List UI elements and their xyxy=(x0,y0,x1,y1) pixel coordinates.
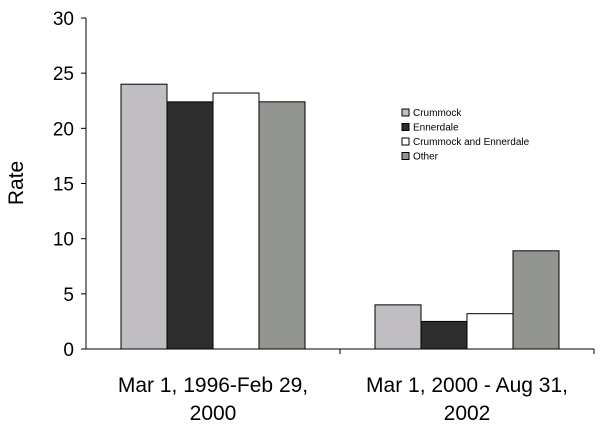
bar-other xyxy=(258,101,306,350)
bar-crummock xyxy=(374,304,422,350)
y-tick-label: 20 xyxy=(53,119,74,140)
legend-swatch xyxy=(401,108,410,117)
y-tick-label: 15 xyxy=(53,175,74,196)
bar-crummock-and-ennerdale xyxy=(466,313,514,350)
legend-label: Crummock and Ennerdale xyxy=(413,137,530,148)
x-category-label: Mar 1, 2000 - Aug 31, xyxy=(366,374,568,397)
bar-crummock xyxy=(120,83,168,350)
legend-swatch xyxy=(401,152,410,160)
x-axis-categories: Mar 1, 1996-Feb 29, 2000 Mar 1, 2000 - Aug… xyxy=(118,374,568,425)
bar-other xyxy=(512,250,560,350)
chart-bars xyxy=(120,83,560,350)
legend-swatch xyxy=(401,123,410,131)
chart-legend: Crummock Ennerdale Crummock and Ennerdale O… xyxy=(401,108,530,163)
bar-crummock-and-ennerdale xyxy=(212,92,260,350)
y-tick-label: 10 xyxy=(53,230,74,251)
y-axis-title: Rate xyxy=(5,161,28,205)
legend-label: Other xyxy=(413,152,439,163)
y-tick-label: 30 xyxy=(53,9,74,30)
x-category-label: 2000 xyxy=(190,402,237,425)
x-category-label: 2002 xyxy=(444,402,491,425)
legend-swatch xyxy=(401,137,410,146)
legend-label: Ennerdale xyxy=(413,123,459,134)
legend-label: Crummock xyxy=(413,108,462,119)
y-tick-label: 0 xyxy=(63,340,74,361)
bar-ennerdale xyxy=(166,101,214,350)
y-tick-label: 25 xyxy=(53,64,74,85)
x-category-label: Mar 1, 1996-Feb 29, xyxy=(118,374,308,397)
y-axis-ticks: 0 5 10 15 20 25 30 xyxy=(53,9,86,361)
bar-ennerdale xyxy=(420,320,468,350)
y-tick-label: 5 xyxy=(63,285,74,306)
